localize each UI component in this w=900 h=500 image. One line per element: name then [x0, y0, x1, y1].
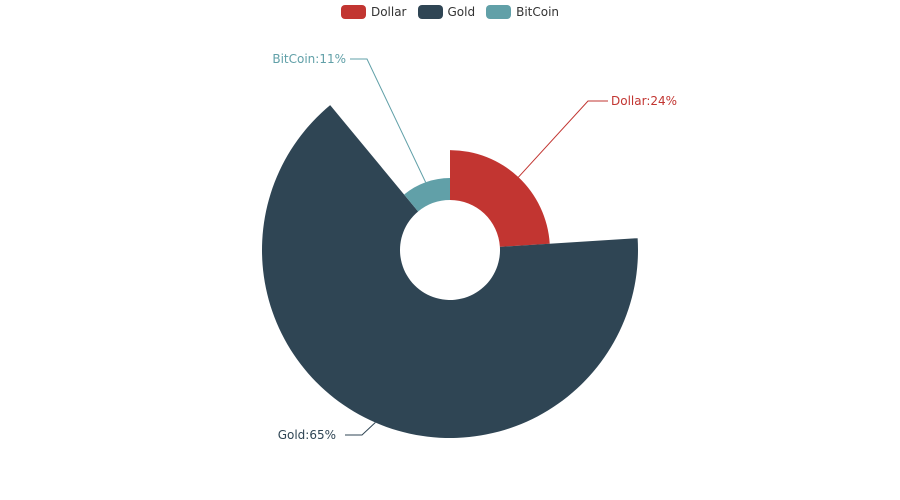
legend-swatch-bitcoin: [486, 5, 512, 19]
legend-label-gold: Gold: [447, 5, 476, 19]
legend-item-bitcoin[interactable]: BitCoin: [486, 5, 559, 19]
slice-gold[interactable]: [262, 105, 638, 439]
slice-label-dollar: Dollar:24%: [611, 94, 677, 108]
guide-line-bitcoin: [350, 58, 427, 183]
legend: Dollar Gold BitCoin: [0, 3, 900, 21]
legend-item-dollar[interactable]: Dollar: [340, 5, 407, 19]
slice-label-bitcoin: BitCoin:11%: [272, 52, 346, 66]
legend-item-gold[interactable]: Gold: [417, 5, 476, 19]
slice-label-gold: Gold:65%: [278, 428, 336, 442]
guide-line-dollar: [518, 100, 608, 178]
slice-bitcoin[interactable]: [404, 178, 450, 212]
legend-label-bitcoin: BitCoin: [516, 5, 560, 19]
legend-swatch-gold: [417, 5, 443, 19]
guide-line-gold: [345, 422, 376, 436]
label-guides-group: [345, 58, 608, 436]
legend-label-dollar: Dollar: [370, 5, 407, 19]
legend-swatch-dollar: [340, 5, 366, 19]
slice-dollar[interactable]: [450, 150, 550, 247]
slices-group: [262, 105, 638, 439]
labels-group: Dollar:24% Gold:65% BitCoin:11%: [272, 52, 677, 442]
